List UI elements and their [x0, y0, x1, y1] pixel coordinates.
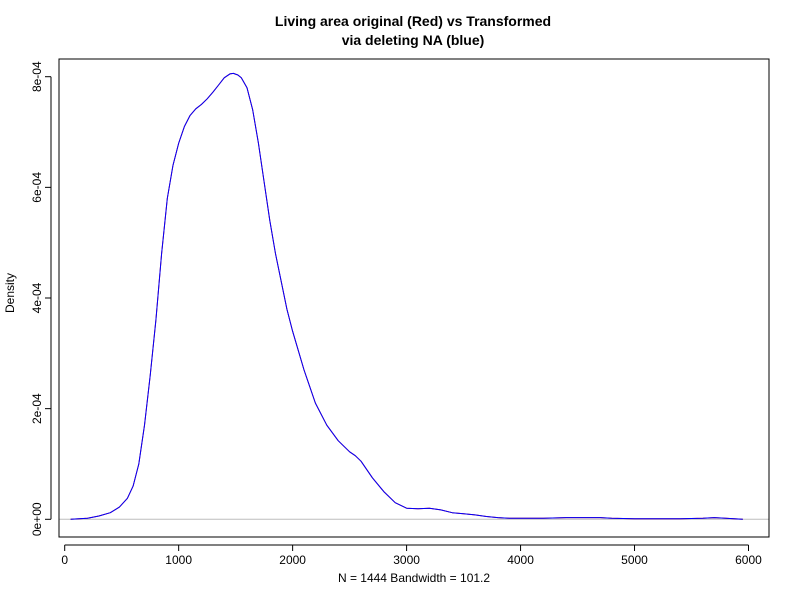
y-axis: 0e+00 2e-04 4e-04 6e-04 8e-04 [30, 61, 52, 536]
density-series-2 [70, 72, 743, 520]
x-tick-label: 2000 [279, 553, 306, 567]
y-axis-label: Density [3, 273, 17, 313]
x-axis: 0 1000 2000 3000 4000 5000 6000 [61, 544, 762, 567]
plot-frame [58, 58, 770, 538]
y-tick-label: 2e-04 [30, 393, 44, 424]
y-tick-label: 8e-04 [30, 61, 44, 92]
x-tick-label: 0 [61, 553, 68, 567]
chart-title-line-1: Living area original (Red) vs Transforme… [275, 13, 551, 29]
y-tick-label: 0e+00 [30, 502, 44, 536]
x-axis-label: N = 1444 Bandwidth = 101.2 [338, 571, 490, 585]
x-tick-label: 4000 [507, 553, 534, 567]
x-tick-label: 6000 [735, 553, 762, 567]
y-tick-label: 4e-04 [30, 282, 44, 313]
x-tick-label: 3000 [393, 553, 420, 567]
plot-area [59, 72, 769, 520]
x-tick-label: 5000 [621, 553, 648, 567]
x-tick-label: 1000 [165, 553, 192, 567]
y-tick-label: 6e-04 [30, 172, 44, 203]
chart-title-line-2: via deleting NA (blue) [342, 32, 485, 48]
